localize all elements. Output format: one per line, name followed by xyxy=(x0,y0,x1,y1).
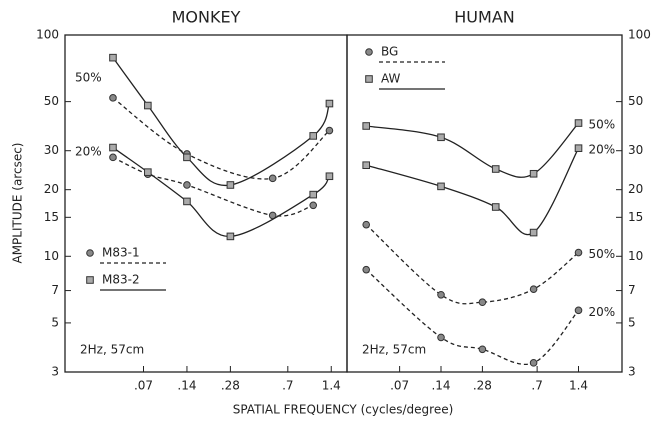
square-marker xyxy=(144,101,152,110)
curve-label: 50% xyxy=(589,247,616,261)
square-marker xyxy=(109,143,117,152)
legend-label: BG xyxy=(381,45,398,59)
y-tick-label: 7 xyxy=(51,283,59,297)
x-tick-label: 1.4 xyxy=(322,379,341,393)
fit-curve xyxy=(366,122,579,178)
annotation: 20% xyxy=(75,145,102,159)
circle-marker xyxy=(478,298,487,307)
y-tick-label: 15 xyxy=(628,210,643,224)
x-tick-label: .7 xyxy=(282,379,293,393)
x-tick-label: .14 xyxy=(431,379,450,393)
y-tick-label: 15 xyxy=(44,210,59,224)
y-tick-label: 10 xyxy=(44,249,59,263)
fit-curve xyxy=(112,57,331,187)
y-tick-label: 20 xyxy=(628,182,643,196)
y-tick-label: 3 xyxy=(628,365,636,379)
circle-marker xyxy=(362,265,371,274)
square-marker xyxy=(491,203,500,211)
panel-title: MONKEY xyxy=(172,8,241,27)
fit-curve xyxy=(365,224,579,305)
legend-label: M83-2 xyxy=(102,273,140,287)
y-tick-label: 100 xyxy=(36,28,59,42)
circle-marker xyxy=(362,220,371,229)
legend-marker xyxy=(86,249,94,257)
curve-label: 50% xyxy=(589,118,616,132)
legend-label: M83-1 xyxy=(102,246,140,260)
circle-marker xyxy=(309,201,318,210)
square-marker xyxy=(491,165,500,173)
fit-curve xyxy=(112,147,330,238)
square-marker xyxy=(325,99,334,108)
y-tick-label: 50 xyxy=(44,94,59,108)
circle-marker xyxy=(437,290,445,299)
x-tick-label: .14 xyxy=(177,379,196,393)
x-tick-label: 1.4 xyxy=(569,379,588,393)
circle-marker xyxy=(268,174,277,183)
curve-label: 20% xyxy=(589,143,616,157)
annotation: 2Hz, 57cm xyxy=(80,343,144,357)
annotation: 50% xyxy=(75,71,102,85)
square-marker xyxy=(144,168,152,176)
fit-curve xyxy=(365,269,580,365)
curve-label: 20% xyxy=(589,305,616,319)
y-axis-label: AMPLITUDE (arcsec) xyxy=(11,143,25,264)
square-marker xyxy=(574,119,583,127)
plot-frame xyxy=(346,34,623,373)
circle-marker xyxy=(109,94,117,102)
y-tick-label: 30 xyxy=(44,143,59,157)
x-tick-label: .7 xyxy=(531,379,542,393)
square-marker xyxy=(309,132,318,140)
circle-marker xyxy=(183,181,191,189)
x-axis-label: SPATIAL FREQUENCY (cycles/degree) xyxy=(233,403,454,417)
y-tick-label: 20 xyxy=(44,182,59,196)
legend-label: AW xyxy=(381,72,401,86)
panel-title: HUMAN xyxy=(454,8,514,27)
x-tick-label: .07 xyxy=(390,379,409,393)
y-tick-label: 3 xyxy=(51,365,59,379)
square-marker xyxy=(325,172,334,181)
square-marker xyxy=(183,153,191,162)
square-marker xyxy=(574,144,583,152)
square-marker xyxy=(109,53,117,62)
annotation: 2Hz, 57cm xyxy=(362,343,426,357)
square-marker xyxy=(183,197,191,206)
circle-marker xyxy=(325,126,334,135)
plot-frame xyxy=(64,34,348,373)
y-tick-label: 30 xyxy=(628,143,643,157)
circle-marker xyxy=(574,306,583,315)
x-tick-label: .28 xyxy=(473,379,492,393)
square-marker xyxy=(529,169,538,178)
fit-curve xyxy=(366,147,580,236)
square-marker xyxy=(437,182,445,191)
fit-curve xyxy=(112,97,330,180)
square-marker xyxy=(529,228,538,237)
legend-marker xyxy=(365,48,373,56)
x-tick-label: .28 xyxy=(221,379,240,393)
square-marker xyxy=(226,232,235,241)
legend-marker xyxy=(86,276,94,284)
legend-marker xyxy=(365,75,373,83)
square-marker xyxy=(437,133,445,142)
square-marker xyxy=(362,122,371,130)
y-tick-label: 100 xyxy=(628,28,651,42)
y-tick-label: 50 xyxy=(628,94,643,108)
square-marker xyxy=(309,190,318,199)
square-marker xyxy=(362,161,371,170)
x-tick-label: .07 xyxy=(134,379,153,393)
y-tick-label: 5 xyxy=(51,315,59,329)
y-tick-label: 7 xyxy=(628,283,636,297)
circle-marker xyxy=(478,345,487,354)
y-tick-label: 10 xyxy=(628,249,643,263)
circle-marker xyxy=(574,248,583,257)
y-tick-label: 5 xyxy=(628,315,636,329)
circle-marker xyxy=(529,285,538,294)
circle-marker xyxy=(529,359,538,367)
square-marker xyxy=(226,181,235,189)
circle-marker xyxy=(109,153,117,162)
circle-marker xyxy=(437,333,445,342)
